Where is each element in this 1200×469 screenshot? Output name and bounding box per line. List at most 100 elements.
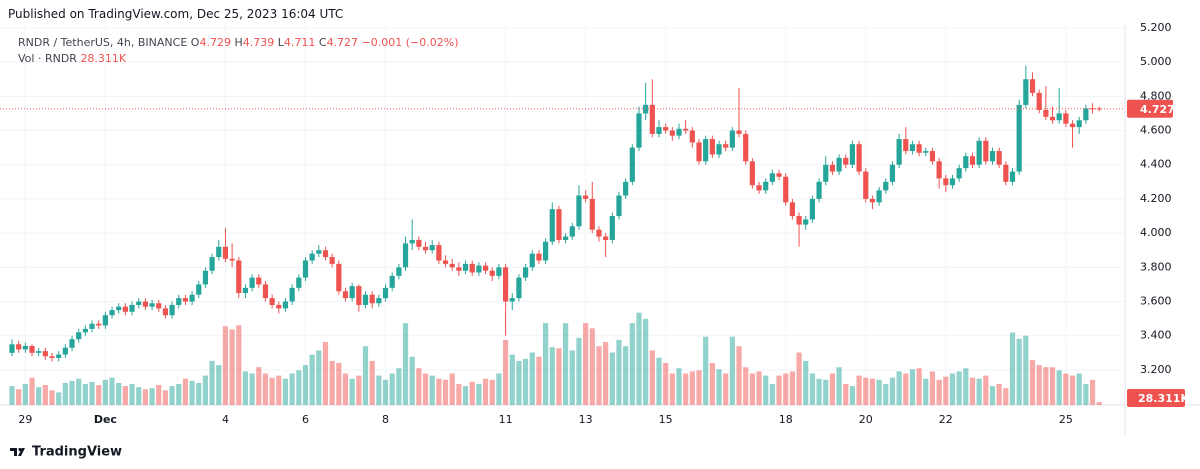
volume-bar	[176, 384, 182, 405]
volume-bar	[416, 368, 422, 405]
candle-body	[336, 263, 342, 292]
x-tick-label: Dec	[94, 413, 117, 426]
volume-bar	[522, 358, 529, 405]
volume-bar	[309, 354, 315, 405]
candle-body	[329, 257, 335, 264]
candle-body	[596, 229, 602, 237]
candle-body	[709, 139, 715, 155]
candle-body	[356, 286, 362, 305]
volume-bar	[909, 369, 916, 405]
volume-bar	[776, 375, 782, 405]
volume-bar	[162, 390, 169, 405]
candle-body	[629, 147, 635, 182]
x-tick-label: 8	[382, 413, 389, 426]
volume-bar	[683, 373, 689, 405]
x-tick-label: 13	[579, 413, 593, 426]
candle-body	[949, 178, 956, 186]
candle-body	[683, 128, 689, 131]
volume-bar	[996, 384, 1002, 405]
volume-bar	[1096, 402, 1102, 405]
candle-body	[282, 301, 289, 309]
volume-bar	[16, 389, 22, 405]
candle-body	[216, 246, 222, 258]
volume-bar	[29, 377, 35, 405]
candle-body	[929, 151, 936, 162]
symbol: RNDR / TetherUS, 4h, BINANCE	[18, 36, 188, 49]
candle-body	[262, 284, 269, 299]
volume-bar	[169, 386, 175, 405]
volume-bar	[502, 339, 509, 405]
volume-bar	[783, 373, 789, 405]
candle-body	[1016, 104, 1022, 172]
volume-bar	[843, 384, 849, 405]
candle-body	[169, 304, 175, 316]
volume-bar	[989, 386, 996, 405]
candle-body	[889, 164, 896, 182]
volume-bar	[376, 375, 382, 405]
candle-body	[296, 277, 302, 288]
volume-bar	[236, 325, 242, 405]
volume-bar	[102, 379, 108, 405]
last-volume-label: 28.311K	[1138, 392, 1189, 405]
volume-bar	[1023, 335, 1029, 405]
candle-body	[142, 301, 148, 307]
candle-body	[22, 345, 28, 350]
candle-body	[756, 185, 762, 191]
volume-bar	[543, 323, 549, 405]
candle-body	[876, 190, 882, 203]
volume-bar	[949, 373, 956, 405]
volume-bar	[136, 387, 142, 405]
volume-bar	[983, 375, 989, 405]
candle-body	[182, 298, 189, 302]
volume-bar	[763, 375, 769, 405]
candle-body	[269, 298, 275, 305]
volume-bar	[449, 373, 455, 405]
volume-bar	[723, 373, 729, 405]
candle-body	[456, 267, 462, 271]
legend-h-value: 4.739	[242, 36, 275, 49]
candle-body	[636, 113, 642, 148]
volume-bars	[9, 312, 1102, 405]
candle-body	[996, 151, 1002, 165]
candle-body	[136, 301, 142, 305]
candle-body	[689, 130, 695, 143]
volume-bar	[596, 346, 602, 405]
candle-body	[736, 130, 742, 134]
candle-body	[129, 304, 135, 312]
volume-bar	[569, 350, 575, 405]
candle-body	[82, 328, 88, 333]
volume-bar	[663, 363, 669, 405]
volume-bar	[536, 356, 542, 405]
candle-body	[863, 171, 869, 199]
candle-body	[676, 128, 682, 136]
y-tick-label: 4.000	[1140, 226, 1172, 239]
candle-body	[729, 130, 735, 148]
volume-bar	[756, 371, 762, 405]
candle-body	[896, 139, 902, 165]
volume-bar	[256, 367, 262, 405]
candle-body	[803, 219, 809, 225]
published: Published on TradingView.com, Dec 25, 20…	[8, 7, 344, 21]
volume-bar	[936, 379, 942, 405]
candle-body	[1009, 171, 1016, 182]
candle-body	[176, 298, 182, 305]
legend-change: −0.001 (−0.02%)	[361, 36, 459, 49]
candle-body	[49, 356, 55, 358]
volume-bar	[362, 346, 369, 405]
volume-bar	[76, 378, 82, 405]
x-tick-label: 25	[1059, 413, 1073, 426]
y-tick-label: 3.800	[1140, 260, 1172, 273]
volume-bar	[89, 381, 95, 405]
candle-body	[416, 239, 422, 247]
volume-bar	[903, 373, 909, 405]
candle-body	[342, 291, 349, 299]
volume-bar	[856, 375, 862, 405]
volume-bar	[676, 368, 682, 405]
candles	[9, 65, 1102, 362]
candle-body	[316, 250, 322, 254]
volume-bar	[422, 373, 429, 405]
candle-body	[576, 195, 582, 227]
volume-bar	[876, 379, 882, 405]
candle-body	[236, 260, 242, 293]
volume-bar	[396, 368, 402, 405]
